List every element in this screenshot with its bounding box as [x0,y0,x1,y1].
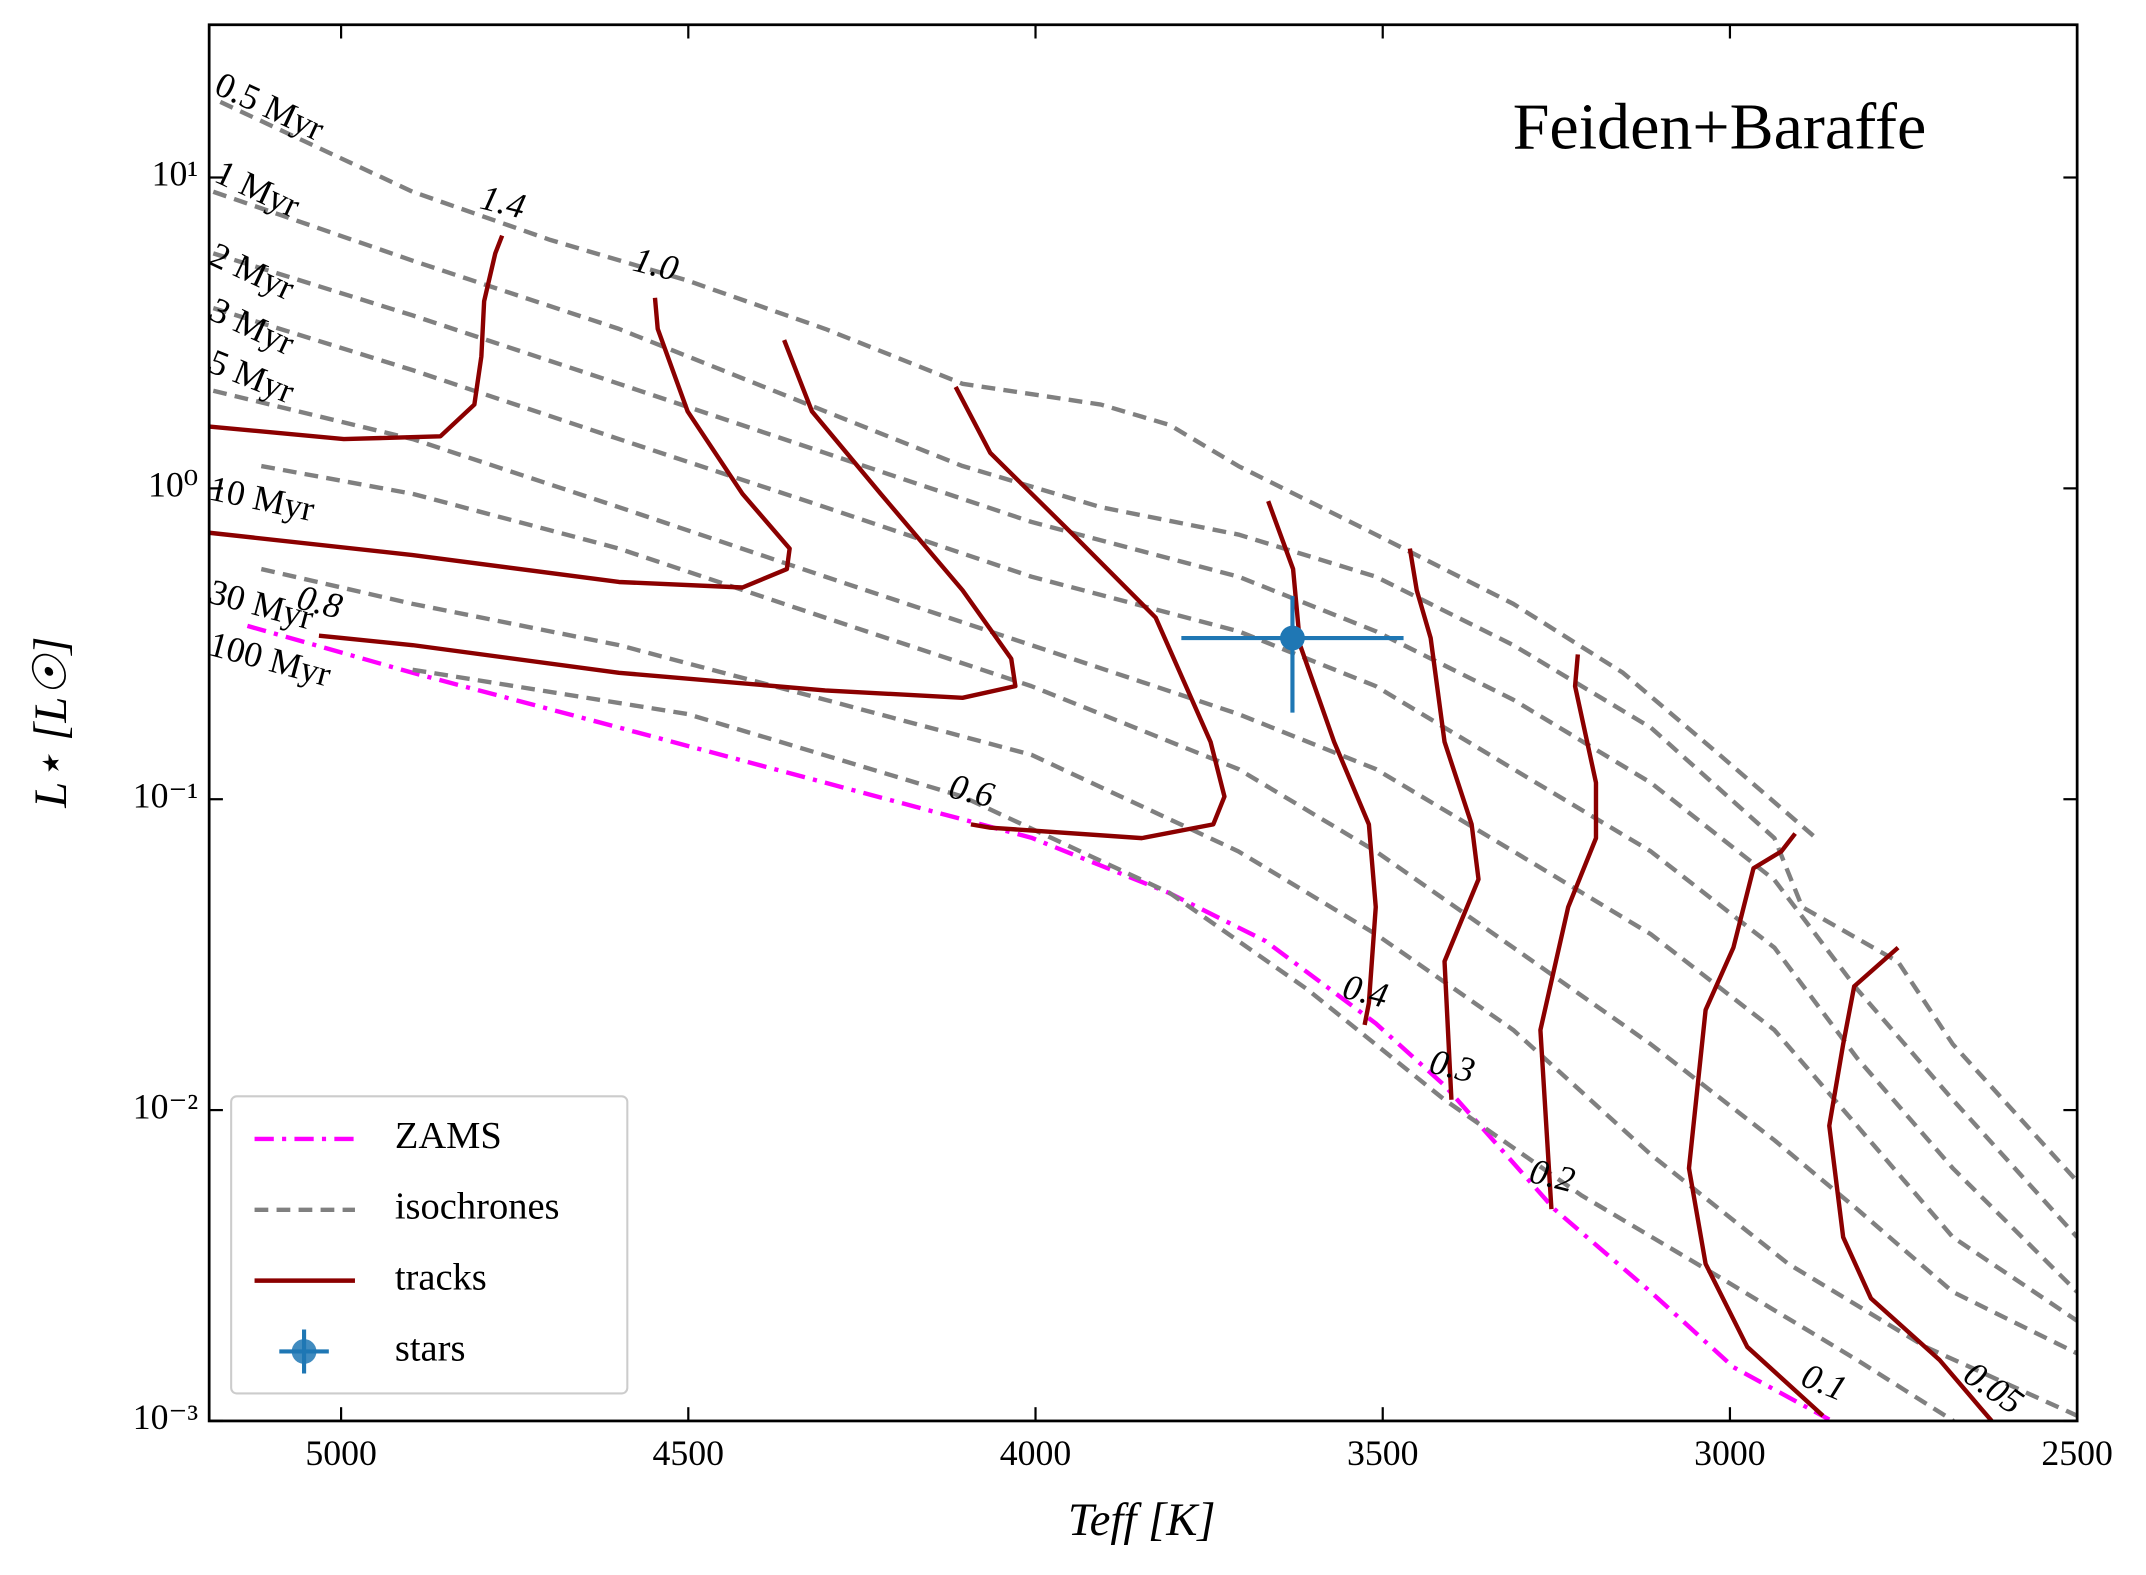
x-tick-label: 4500 [653,1433,725,1473]
zams-line [246,623,1831,1421]
x-tick-label: 3500 [1347,1433,1419,1473]
track-line [1538,654,1599,1210]
isochrone-line [212,388,2078,1323]
track-label: 0.2 [1526,1150,1579,1200]
x-tick-label: 5000 [305,1433,377,1473]
y-axis-label: L⋆ [L☉] [25,637,77,809]
isochrone-label: 1 Myr [209,152,306,226]
x-tick-label: 3000 [1694,1433,1766,1473]
isochrone-line [412,667,1955,1421]
plot-area [209,99,2078,1421]
x-axis-label: Teff [K] [1068,1494,1216,1546]
track-line [1407,548,1481,1100]
track-label: 0.6 [945,766,998,816]
track-label: 0.05 [1957,1353,2031,1422]
legend-label: isochrones [395,1186,560,1228]
isochrone-line [260,463,2078,1356]
track-line [318,339,1018,701]
track-line [1266,500,1378,1026]
x-tick-label: 4000 [1000,1433,1071,1473]
isochrone-line [212,306,2078,1294]
isochrone-line [219,99,1818,840]
track-label: 0.3 [1426,1041,1479,1091]
isochrone-line [260,566,2078,1418]
isochrone-line [212,189,2078,1183]
legend-label: ZAMS [395,1115,502,1157]
isochrone-line [212,251,2078,1239]
track-line [953,385,1227,841]
track-label: 1.0 [629,239,682,289]
y-tick-label: 10⁰ [148,465,198,505]
legend-label: stars [395,1327,466,1369]
star-marker [1280,625,1305,651]
track-label: 0.4 [1339,966,1392,1016]
legend-swatch [291,1339,317,1364]
y-tick-label: 10⁻¹ [133,775,198,815]
isochrone-label: 10 Myr [206,468,318,529]
track-line [1827,945,1994,1421]
legend-label: tracks [395,1256,487,1298]
y-tick-label: 10¹ [152,154,198,194]
track-line [1686,832,1825,1418]
y-tick-label: 10⁻³ [133,1397,199,1437]
legend-box [230,1095,629,1395]
isochrone-label: 0.5 Myr [209,64,330,149]
annotation: Feiden+Baraffe [1513,91,1927,164]
isochrone-label: 100 Myr [205,624,335,695]
track-line [209,297,792,590]
x-tick-label: 2500 [2041,1433,2112,1473]
plot-frame [207,23,2079,1423]
y-tick-label: 10⁻² [133,1086,198,1126]
track-line [209,234,505,442]
